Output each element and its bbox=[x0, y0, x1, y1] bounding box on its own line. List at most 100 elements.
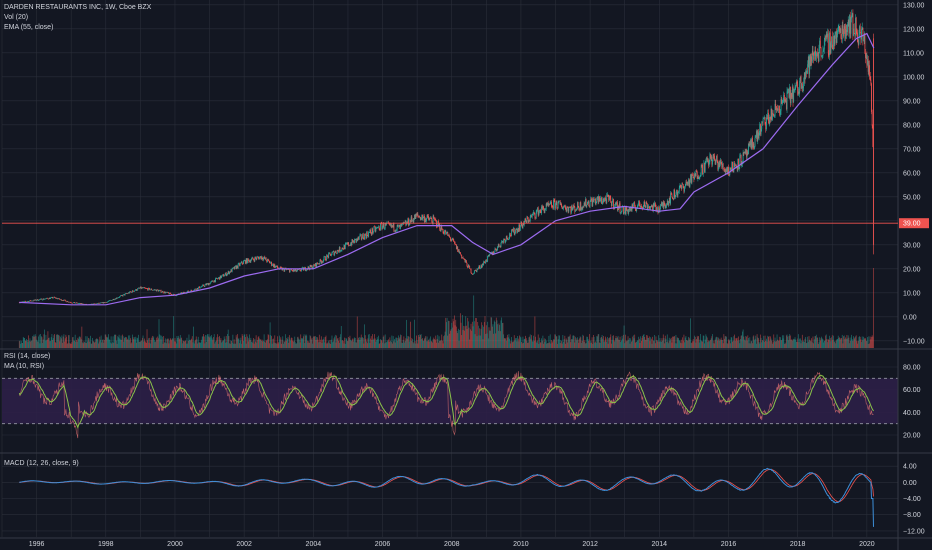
candle-body bbox=[501, 241, 503, 243]
candle-body bbox=[394, 230, 396, 232]
candle-body bbox=[651, 205, 653, 207]
volume-bar bbox=[394, 342, 396, 348]
candle-body bbox=[374, 226, 375, 228]
candle-body bbox=[163, 291, 165, 293]
rsi-ma-legend-label[interactable]: MA (10, RSI) bbox=[4, 363, 45, 370]
candle-body bbox=[418, 215, 419, 217]
volume-bar bbox=[766, 338, 767, 348]
volume-bar bbox=[410, 321, 411, 348]
volume-legend[interactable]: Vol (20) bbox=[4, 14, 29, 21]
volume-bar bbox=[44, 340, 46, 348]
volume-bar bbox=[762, 339, 763, 348]
candle-body bbox=[787, 89, 789, 91]
volume-bar bbox=[869, 343, 870, 348]
candle-body bbox=[383, 223, 385, 229]
candle-body bbox=[505, 236, 507, 240]
volume-bar bbox=[155, 337, 157, 348]
candle-body bbox=[68, 301, 70, 303]
volume-bar bbox=[416, 340, 418, 348]
volume-bar bbox=[754, 338, 756, 348]
candle-body bbox=[367, 235, 369, 237]
price-tick-label: 20.00 bbox=[903, 266, 921, 273]
candle-body bbox=[56, 298, 57, 299]
candle-body bbox=[591, 198, 592, 201]
volume-bar bbox=[471, 330, 473, 348]
candle-body bbox=[342, 248, 344, 250]
volume-bar bbox=[770, 338, 772, 348]
candle-body bbox=[559, 200, 561, 205]
volume-bar bbox=[261, 340, 262, 348]
candle-body bbox=[837, 27, 839, 31]
volume-bar bbox=[775, 341, 777, 348]
volume-bar bbox=[436, 338, 438, 348]
volume-bar bbox=[610, 343, 612, 348]
volume-bar bbox=[418, 336, 420, 348]
volume-bar bbox=[612, 335, 614, 348]
volume-bar bbox=[267, 339, 268, 348]
symbol-title[interactable]: DARDEN RESTAURANTS INC, 1W, Cboe BZX bbox=[4, 4, 152, 11]
volume-bar bbox=[261, 339, 263, 348]
ema-legend[interactable]: EMA (55, close) bbox=[4, 24, 54, 31]
candle-body bbox=[762, 122, 763, 123]
candle-body bbox=[665, 205, 667, 208]
candle-body bbox=[600, 197, 602, 201]
candle-body bbox=[526, 217, 528, 223]
candle-body bbox=[709, 153, 711, 163]
candle-body bbox=[843, 30, 844, 37]
candle-body bbox=[595, 201, 597, 205]
volume-bar bbox=[489, 330, 491, 348]
candle-body bbox=[594, 198, 596, 200]
volume-bar bbox=[240, 337, 242, 348]
candle-body bbox=[808, 56, 810, 75]
volume-bar bbox=[705, 334, 707, 348]
macd-legend-label[interactable]: MACD (12, 26, close, 9) bbox=[4, 460, 79, 467]
price-tick-label: −10.00 bbox=[903, 338, 925, 345]
candle-body bbox=[720, 159, 722, 164]
candle-body bbox=[536, 210, 538, 212]
candle-body bbox=[676, 189, 677, 194]
rsi-legend-label[interactable]: RSI (14, close) bbox=[4, 353, 51, 360]
volume-bar bbox=[225, 342, 226, 348]
volume-bar bbox=[626, 340, 628, 348]
candle-body bbox=[385, 223, 387, 225]
volume-bar bbox=[264, 341, 266, 348]
candle-body bbox=[217, 278, 218, 280]
candle-body bbox=[145, 288, 147, 289]
candle-body bbox=[535, 217, 536, 219]
candle-body bbox=[159, 290, 161, 291]
candle-body bbox=[244, 260, 246, 261]
time-tick-label: 2020 bbox=[859, 541, 875, 548]
candle-body bbox=[551, 206, 553, 208]
volume-bar bbox=[82, 343, 84, 348]
volume-bar bbox=[150, 339, 152, 348]
volume-bar bbox=[223, 340, 224, 348]
candle-body bbox=[495, 249, 497, 251]
volume-bar bbox=[619, 336, 621, 348]
candle-body bbox=[425, 219, 427, 222]
volume-bar bbox=[449, 333, 451, 348]
volume-bar bbox=[350, 341, 352, 348]
volume-bar bbox=[873, 268, 874, 348]
volume-bar bbox=[439, 340, 441, 348]
candle-body bbox=[193, 289, 195, 291]
candle-body bbox=[589, 201, 591, 207]
volume-bar bbox=[185, 343, 187, 348]
candle-body bbox=[779, 109, 781, 115]
volume-bar bbox=[546, 343, 548, 348]
volume-bar bbox=[455, 326, 457, 348]
volume-bar bbox=[326, 343, 328, 348]
candle-body bbox=[575, 209, 576, 212]
volume-bar bbox=[495, 333, 497, 348]
candle-body bbox=[655, 204, 657, 211]
volume-bar bbox=[707, 342, 709, 348]
candle-body bbox=[681, 183, 683, 189]
candle-body bbox=[279, 269, 280, 270]
volume-bar bbox=[314, 336, 316, 348]
candle-body bbox=[430, 217, 432, 220]
volume-bar bbox=[76, 341, 78, 348]
volume-bar bbox=[733, 336, 735, 348]
candle-body bbox=[848, 20, 850, 34]
candle-body bbox=[736, 166, 738, 170]
volume-bar bbox=[499, 331, 501, 348]
